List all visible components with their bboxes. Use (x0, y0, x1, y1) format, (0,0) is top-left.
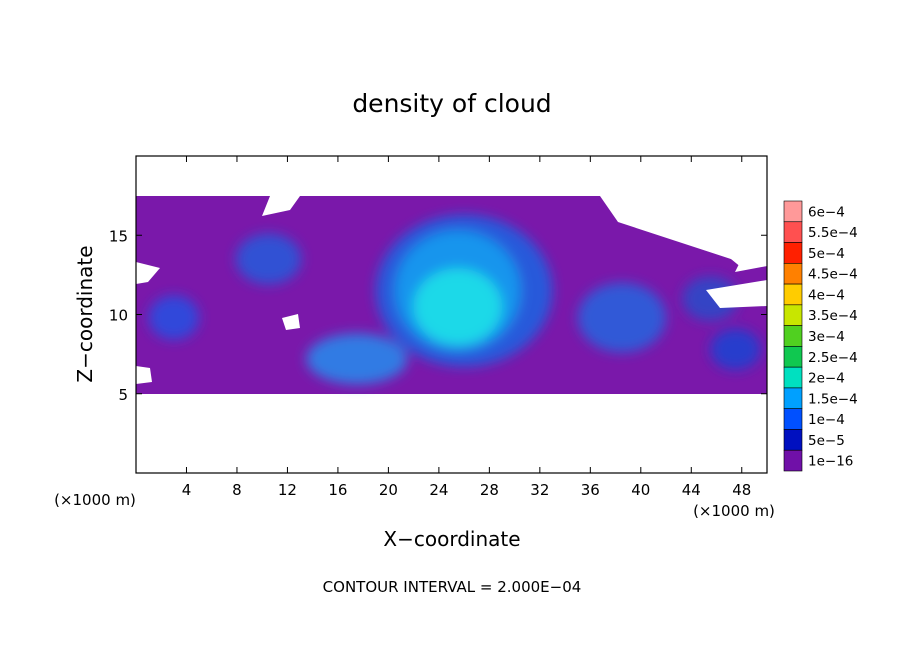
clear-gap-upper-right (618, 198, 767, 268)
y-tick-label: 10 (109, 307, 128, 325)
clear-gap-small (282, 314, 300, 330)
x-tick-label: 12 (278, 481, 297, 499)
x-axis: 4 8 12 16 20 24 28 32 36 40 44 48 (182, 156, 751, 499)
x-tick-label: 20 (379, 481, 398, 499)
density-blob (577, 282, 667, 353)
x-tick-label: 36 (581, 481, 600, 499)
x-tick-label: 40 (631, 481, 650, 499)
colorbar-label: 1.5e−4 (808, 391, 858, 407)
y-axis-label: Z−coordinate (73, 245, 97, 382)
colorbar-label: 3e−4 (808, 329, 845, 345)
colorbar-label: 4.5e−4 (808, 267, 858, 283)
x-axis-label: X−coordinate (383, 527, 520, 551)
colorbar-label: 3.5e−4 (808, 308, 858, 324)
colorbar-label: 4e−4 (808, 287, 845, 303)
colorbar-label: 2.5e−4 (808, 350, 858, 366)
chart-title: density of cloud (352, 89, 551, 118)
x-unit-left: (×1000 m) (54, 491, 136, 509)
clear-gap-right (706, 280, 767, 308)
y-tick-label: 15 (109, 227, 128, 245)
clear-gap-bottom-left (136, 366, 152, 384)
x-tick-label: 4 (182, 481, 192, 499)
colorbar-label: 5.5e−4 (808, 225, 858, 241)
colorbar-swatch (783, 283, 803, 306)
y-axis: 5 10 15 (109, 227, 767, 404)
colorbar-swatch (783, 408, 803, 430)
density-field (136, 156, 767, 473)
colorbar-swatch (783, 221, 803, 243)
x-tick-label: 44 (682, 481, 701, 499)
x-tick-label: 24 (429, 481, 448, 499)
colorbar: 6e−4 5.5e−4 5e−4 4.5e−4 4e−4 3.5e−4 3e−4 2.5e−4… (783, 200, 858, 472)
colorbar-swatch (783, 200, 803, 223)
colorbar-label: 5e−5 (808, 433, 845, 449)
density-blob (235, 233, 302, 285)
colorbar-label: 1e−4 (808, 412, 845, 428)
x-unit-right: (×1000 m) (693, 502, 775, 520)
x-tick-label: 8 (232, 481, 242, 499)
density-blob (413, 268, 502, 345)
colorbar-swatch (783, 304, 803, 326)
colorbar-swatch (783, 325, 803, 347)
colorbar-label: 2e−4 (808, 371, 845, 387)
colorbar-swatch (783, 263, 803, 285)
colorbar-label: 6e−4 (808, 204, 845, 220)
clear-gap-left (136, 262, 160, 284)
colorbar-swatch (783, 242, 803, 264)
colorbar-label: 1e−16 (808, 454, 853, 470)
x-tick-label: 28 (480, 481, 499, 499)
x-tick-label: 48 (732, 481, 751, 499)
x-tick-label: 16 (328, 481, 347, 499)
y-tick-label: 5 (118, 386, 128, 404)
contour-interval-note: CONTOUR INTERVAL = 2.000E−04 (323, 578, 582, 596)
colorbar-swatch (783, 366, 803, 389)
colorbar-label: 5e−4 (808, 246, 845, 262)
x-tick-label: 32 (530, 481, 549, 499)
colorbar-swatch (783, 346, 803, 368)
density-blob (306, 333, 408, 385)
density-blob (710, 328, 761, 370)
colorbar-swatch (783, 387, 803, 409)
density-blob (148, 295, 200, 340)
colorbar-swatch (783, 449, 803, 472)
colorbar-swatch (783, 429, 803, 451)
